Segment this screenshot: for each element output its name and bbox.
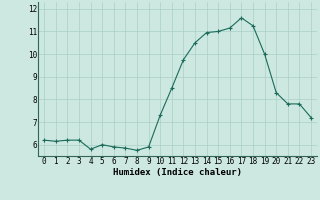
X-axis label: Humidex (Indice chaleur): Humidex (Indice chaleur) <box>113 168 242 177</box>
